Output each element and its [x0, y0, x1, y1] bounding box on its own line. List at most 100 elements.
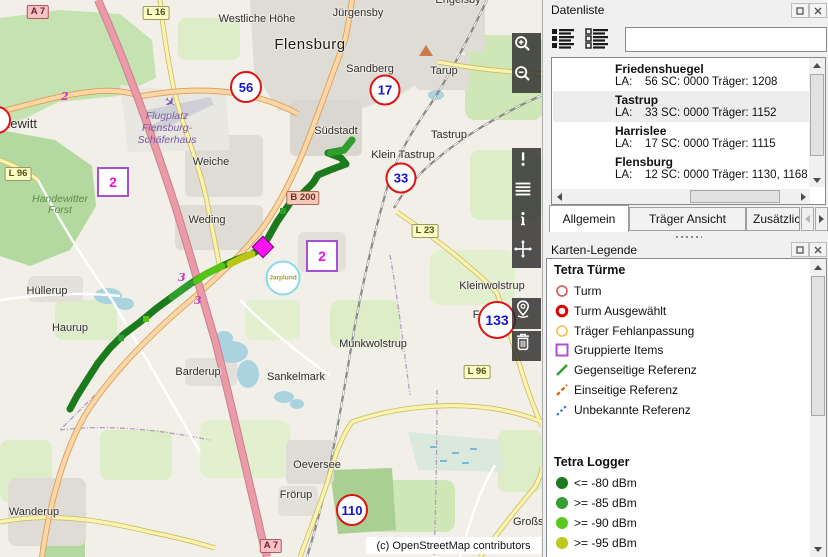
list-view-icon[interactable] [548, 25, 578, 51]
unknown-reference-line-icon [554, 402, 570, 418]
restore-window-icon[interactable] [791, 3, 809, 18]
place-label: Hüllerup [26, 285, 68, 297]
road-sign: L 96 [463, 365, 491, 379]
map-canvas[interactable]: Flensburg Jürgensby Westliche Höhe Sandb… [0, 0, 543, 557]
place-label: Sankelmark [266, 371, 326, 383]
datenliste-list: Friedenshuegel LA: 56 SC: 0000 Träger: 1… [551, 57, 826, 205]
group-box[interactable]: 2 [306, 240, 338, 272]
legende-title: Karten-Legende [551, 243, 638, 257]
legend-item: Turm [554, 281, 602, 301]
tab-zusaetzliche[interactable]: Zusätzliche [746, 207, 800, 231]
horizontal-scrollbar[interactable] [552, 189, 810, 204]
list-item-selected[interactable]: Tastrup LA: 33 SC: 0000 Träger: 1152 [553, 91, 809, 122]
place-label: Engelsby [435, 0, 481, 6]
search-input[interactable] [625, 27, 827, 52]
legend-box: Tetra Türme Turm Turm Ausgewählt Träger … [546, 258, 827, 557]
pan-button[interactable] [512, 238, 541, 268]
place-label: Haurup [51, 322, 89, 334]
legend-item: Turm Ausgewählt [554, 301, 666, 321]
place-label: Tastrup [430, 129, 468, 141]
tower-marker[interactable]: 110 [336, 494, 368, 526]
signal-dot-icon [554, 495, 570, 511]
panel-splitter[interactable] [543, 231, 828, 242]
legend-item-clipped [554, 553, 574, 557]
legend-item: Unbekannte Referenz [554, 400, 691, 420]
scroll-down-button[interactable] [810, 542, 825, 556]
tab-traeger-ansicht[interactable]: Träger Ansicht [629, 207, 746, 231]
legend-item: <= -80 dBm [554, 473, 637, 493]
close-icon[interactable] [809, 3, 827, 18]
scroll-down-button[interactable] [809, 173, 824, 187]
signal-dot-icon [554, 475, 570, 491]
legend-item: Gruppierte Items [554, 340, 663, 360]
close-icon[interactable] [809, 242, 827, 257]
scrollbar-thumb[interactable] [811, 276, 825, 416]
signal-dot-icon [554, 515, 570, 531]
place-label: Tarup [430, 65, 458, 77]
forest-label: Handewitter Forst [31, 193, 89, 216]
scroll-right-button[interactable] [796, 189, 810, 204]
place-label: Jürgensby [332, 7, 384, 19]
scroll-up-button[interactable] [809, 58, 824, 72]
legend-item: Träger Fehlanpassung [554, 321, 694, 341]
road-sign: A 7 [259, 539, 283, 553]
poi-circle-jarplund[interactable]: Jarplund [265, 260, 301, 296]
tab-scroll-left-button[interactable] [801, 207, 814, 231]
vertical-scrollbar[interactable] [809, 58, 825, 187]
locate-button[interactable] [512, 298, 541, 329]
info-button[interactable] [512, 208, 541, 238]
place-label: Westliche Höhe [218, 13, 296, 25]
splitter-grip-icon [676, 236, 702, 238]
airport-label: Flugplatz Flensburg- Schäferhaus [137, 110, 197, 146]
warning-button[interactable] [512, 148, 541, 178]
legend-section-heading: Tetra Logger [554, 455, 630, 469]
mismatch-circle-icon [554, 323, 570, 339]
exit-number: 3 [194, 294, 202, 307]
tab-allgemein[interactable]: Allgemein [549, 205, 629, 232]
scroll-left-button[interactable] [552, 189, 566, 204]
group-box[interactable]: 2 [97, 167, 129, 197]
list-button[interactable] [512, 178, 541, 208]
list-item[interactable]: Harrislee LA: 17 SC: 0000 Träger: 1115 [615, 124, 776, 150]
legend-item: >= -85 dBm [554, 493, 637, 513]
scroll-up-button[interactable] [810, 260, 825, 274]
list-view-alt-icon[interactable] [582, 25, 612, 51]
oneway-reference-line-icon [554, 382, 570, 398]
place-label: Sandberg [346, 63, 394, 75]
place-label: Weding [188, 214, 226, 226]
signal-dot-icon [554, 535, 570, 551]
road-sign: L 16 [142, 6, 170, 20]
place-label: dewitt [3, 116, 37, 131]
place-label: Flensburg [274, 36, 346, 53]
place-label: Oeversee [293, 459, 341, 471]
place-label: Wanderup [8, 506, 60, 518]
map-attribution: (c) OpenStreetMap contributors [366, 537, 541, 554]
tower-marker[interactable]: 133 [478, 301, 516, 339]
road-sign: B 200 [286, 191, 320, 205]
zoom-out-button[interactable] [512, 63, 541, 93]
place-label: Barderup [175, 366, 221, 378]
delete-button[interactable] [512, 331, 541, 361]
vertical-scrollbar[interactable] [810, 259, 826, 557]
exit-number: 2 [61, 90, 69, 103]
place-label: Großsolt [513, 516, 542, 528]
restore-window-icon[interactable] [791, 242, 809, 257]
legend-section-heading: Tetra Türme [554, 263, 626, 277]
place-label: Frörup [279, 489, 313, 501]
group-square-icon [554, 342, 570, 358]
tower-marker[interactable]: 56 [230, 71, 262, 103]
legend-item: Einseitige Referenz [554, 380, 678, 400]
road-sign: L 23 [411, 224, 439, 238]
scrollbar-thumb[interactable] [690, 190, 780, 203]
list-item[interactable]: Friedenshuegel LA: 56 SC: 0000 Träger: 1… [615, 62, 778, 88]
tower-selected-circle-icon [554, 303, 570, 319]
place-label: Klein Tastrup [371, 149, 435, 161]
legend-item: >= -90 dBm [554, 513, 637, 533]
list-item[interactable]: Flensburg LA: 12 SC: 0000 Träger: 1130, … [615, 155, 808, 181]
scrollbar-thumb[interactable] [810, 74, 824, 156]
zoom-in-button[interactable] [512, 33, 541, 63]
tower-marker[interactable]: 33 [385, 162, 417, 194]
tower-marker[interactable]: 17 [369, 74, 401, 106]
tab-scroll-right-button[interactable] [815, 207, 828, 231]
